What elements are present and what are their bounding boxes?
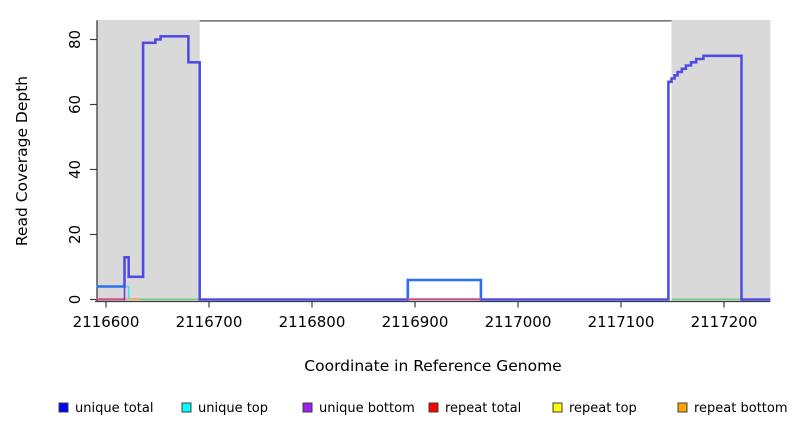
legend-label-repeat-top: repeat top — [569, 401, 637, 416]
y-axis-title: Read Coverage Depth — [13, 76, 31, 246]
legend-label-unique-bottom: unique bottom — [319, 401, 415, 416]
legend-label-unique-total: unique total — [75, 401, 153, 416]
legend-swatch-unique-top — [181, 402, 192, 413]
legend-label-repeat-total: repeat total — [445, 401, 521, 416]
legend-swatch-unique-bottom — [302, 402, 313, 413]
y-tick-label: 80 — [66, 30, 84, 49]
y-tick-label: 0 — [66, 295, 84, 305]
legend-swatch-repeat-bottom — [677, 402, 688, 413]
y-tick-label: 40 — [66, 160, 84, 179]
legend-swatch-repeat-total — [428, 402, 439, 413]
x-tick-label: 2117200 — [691, 313, 758, 331]
legend-label-repeat-bottom: repeat bottom — [694, 401, 788, 416]
series-unique-bottom — [96, 35, 771, 301]
x-tick-label: 2116800 — [279, 313, 346, 331]
x-tick-label: 2116900 — [382, 313, 449, 331]
x-tick-label: 2117100 — [588, 313, 655, 331]
y-tick-label: 60 — [66, 95, 84, 114]
plot-area — [97, 20, 771, 302]
y-tick-label: 20 — [66, 225, 84, 244]
x-tick-label: 2117000 — [485, 313, 552, 331]
left-repeat-region — [96, 20, 200, 301]
legend-swatch-repeat-top — [552, 402, 563, 413]
x-axis-title: Coordinate in Reference Genome — [304, 357, 561, 375]
right-repeat-region — [671, 20, 771, 301]
legend-label-unique-top: unique top — [198, 401, 268, 416]
legend-swatch-unique-total — [58, 402, 69, 413]
x-tick-label: 2116600 — [73, 313, 140, 331]
x-tick-label: 2116700 — [176, 313, 243, 331]
